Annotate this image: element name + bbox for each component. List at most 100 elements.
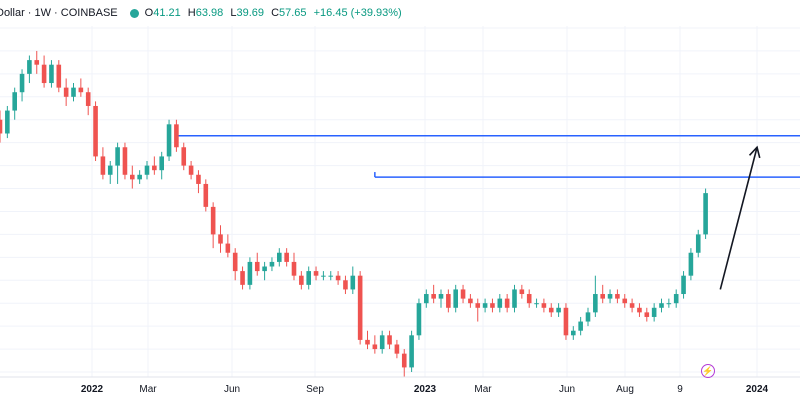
- candle-down: [460, 284, 466, 304]
- candlestick-series: [0, 50, 708, 377]
- candle-down: [394, 339, 400, 359]
- candle-body: [681, 275, 686, 295]
- candle-down: [600, 284, 605, 304]
- candle-body: [571, 330, 576, 336]
- candle-up: [416, 298, 422, 340]
- candle-down: [56, 60, 62, 93]
- candle-down: [519, 284, 525, 299]
- candle-down: [181, 142, 187, 171]
- candle-body: [585, 312, 591, 322]
- candle-body: [365, 339, 370, 345]
- candle-body: [519, 289, 525, 295]
- candle-down: [431, 284, 436, 304]
- candle-down: [196, 170, 201, 194]
- candle-body: [600, 294, 605, 299]
- candle-up: [159, 151, 164, 180]
- horizontal-levels[interactable]: [175, 130, 800, 178]
- candle-body: [188, 165, 194, 175]
- candle-body: [372, 344, 378, 350]
- candle-down: [446, 289, 451, 313]
- candle-body: [482, 303, 488, 308]
- candle-down: [365, 330, 370, 350]
- trend-arrow[interactable]: [719, 145, 761, 290]
- candle-up: [666, 298, 672, 308]
- candle-up: [585, 307, 591, 327]
- flash-circle-icon[interactable]: ⚡: [701, 364, 715, 378]
- candle-body: [93, 105, 98, 157]
- candle-down: [541, 298, 547, 313]
- candle-down: [210, 202, 216, 249]
- candle-up: [453, 284, 458, 313]
- candle-down: [34, 50, 40, 74]
- time-axis-label: 2023: [414, 384, 437, 395]
- candle-body: [5, 110, 10, 134]
- low-label: L: [230, 7, 237, 19]
- candle-body: [409, 335, 414, 368]
- candle-body: [284, 252, 289, 262]
- candle-body: [49, 64, 54, 84]
- candle-up: [578, 316, 583, 336]
- candle-up: [115, 142, 120, 184]
- trend-arrow-shaft[interactable]: [719, 147, 758, 290]
- candle-body: [424, 294, 429, 304]
- candle-body: [563, 307, 569, 336]
- candle-body: [703, 193, 708, 235]
- candle-body: [504, 298, 510, 308]
- candle-body: [526, 294, 532, 304]
- candle-up: [593, 275, 598, 317]
- candle-body: [100, 156, 106, 175]
- time-axis[interactable]: 2022 Mar Jun Sep 2023 Mar Jun Aug 9 2024: [81, 384, 769, 395]
- low-value: 39.69: [236, 7, 264, 19]
- candle-body: [115, 147, 120, 166]
- candle-body: [357, 275, 363, 340]
- candle-down: [629, 298, 635, 313]
- candle-body: [152, 165, 157, 171]
- candle-up: [424, 289, 429, 308]
- candle-up: [49, 60, 54, 88]
- candle-body: [629, 303, 635, 308]
- time-axis-label: Sep: [306, 384, 324, 395]
- time-axis-label: Jun: [224, 384, 240, 395]
- candle-down: [490, 298, 495, 313]
- candle-up: [681, 271, 686, 299]
- candle-body: [666, 303, 672, 305]
- ohlc-values: O41.21 H63.98 L39.69 C57.65 +16.45 (+39.…: [145, 7, 406, 19]
- candle-body: [438, 294, 444, 299]
- candle-body: [688, 252, 694, 276]
- candle-down: [357, 271, 363, 345]
- candle-body: [0, 119, 3, 134]
- candle-body: [512, 289, 517, 308]
- candle-down: [644, 307, 650, 322]
- time-axis-label: Jun: [559, 384, 575, 395]
- candle-body: [615, 294, 620, 299]
- candle-up: [497, 294, 503, 313]
- symbol-title[interactable]: Dollar · 1W · COINBASE: [0, 7, 118, 19]
- candle-down: [232, 248, 238, 281]
- candle-body: [431, 294, 436, 299]
- candle-body: [387, 335, 392, 345]
- candle-body: [19, 73, 25, 93]
- candle-down: [335, 271, 341, 285]
- candle-body: [637, 307, 642, 313]
- candle-up: [27, 55, 32, 84]
- candle-down: [130, 165, 135, 189]
- candle-body: [607, 294, 613, 299]
- candle-body: [196, 174, 201, 184]
- candle-body: [328, 275, 334, 277]
- close-value: 57.65: [279, 7, 307, 19]
- candle-up: [137, 170, 142, 184]
- candle-body: [306, 271, 311, 285]
- candle-down: [313, 266, 319, 281]
- candle-body: [644, 312, 650, 317]
- open-label: O: [144, 7, 154, 19]
- candle-up: [269, 257, 275, 272]
- candle-up: [409, 330, 414, 372]
- candle-body: [299, 275, 304, 285]
- candle-body: [541, 303, 547, 308]
- candle-down: [563, 303, 569, 340]
- candle-body: [497, 298, 503, 308]
- candle-body: [63, 87, 69, 97]
- candle-up: [512, 284, 517, 313]
- candle-down: [240, 266, 245, 290]
